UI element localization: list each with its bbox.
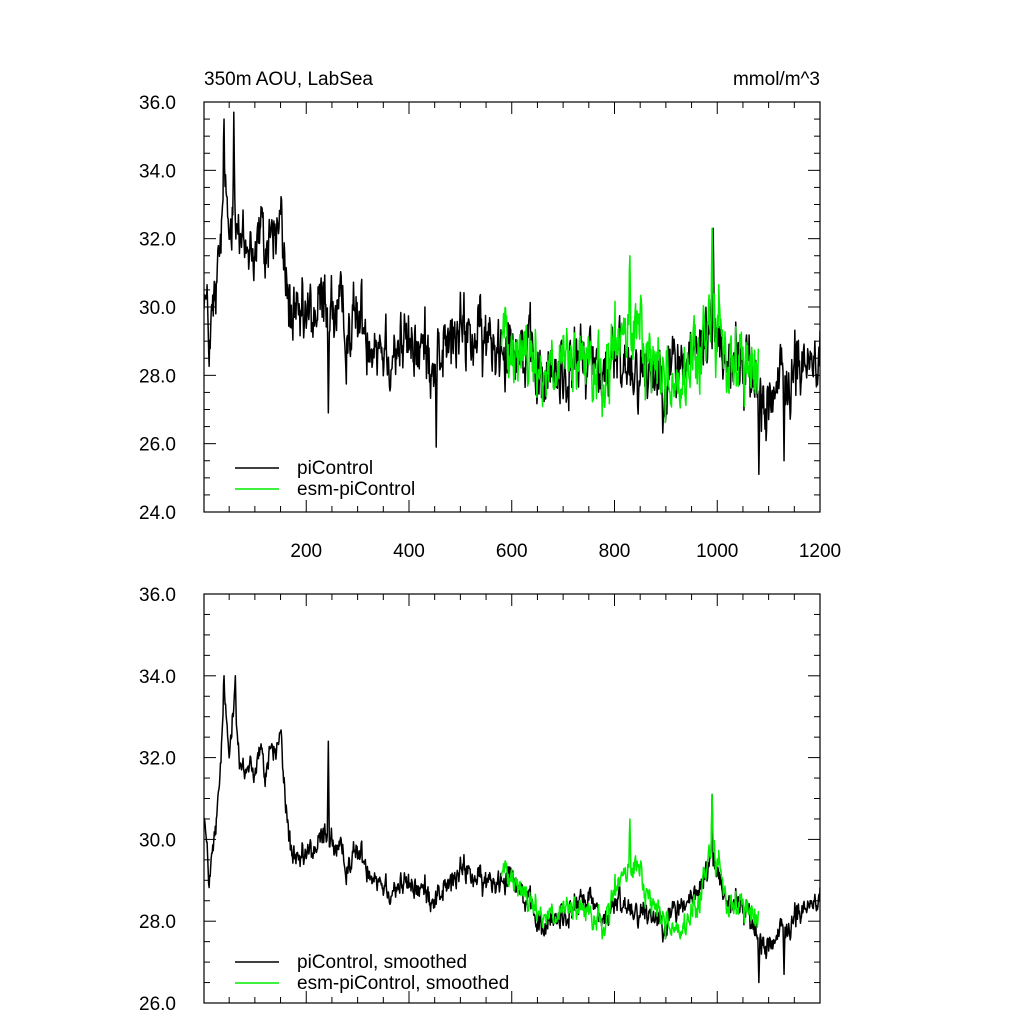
- y-tick-label: 26.0: [139, 435, 176, 456]
- y-tick-label: 36.0: [139, 585, 176, 606]
- legend-label: esm-piControl: [297, 479, 415, 500]
- y-tick-label: 34.0: [139, 667, 176, 688]
- legend-label: piControl: [297, 458, 373, 479]
- legend-label: piControl, smoothed: [297, 952, 467, 973]
- y-tick-label: 28.0: [139, 912, 176, 933]
- x-tick-label: 200: [290, 541, 322, 562]
- y-tick-label: 36.0: [139, 93, 176, 114]
- plot-frame: [203, 593, 821, 1004]
- series-line-esm-picontrol: [500, 227, 760, 424]
- y-tick-label: 32.0: [139, 230, 176, 251]
- x-tick-label: 600: [496, 541, 528, 562]
- series-lines: [204, 675, 820, 984]
- series-line-esm-picontrol-smoothed: [500, 793, 760, 940]
- panel-title-left: 350m AOU, LabSea: [204, 69, 373, 90]
- panel-title-right: mmol/m^3: [733, 69, 820, 90]
- y-tick-label: 30.0: [139, 830, 176, 851]
- y-tick-label: 32.0: [139, 749, 176, 770]
- series-line-picontrol: [204, 111, 820, 476]
- bottom-panel: 26.0 28.0 30.0 32.0 34.0 36.0 piControl, smoot…: [139, 585, 821, 1015]
- y-tick-label: 26.0: [139, 994, 176, 1015]
- series-line-picontrol-smoothed: [204, 675, 820, 984]
- x-tick-label: 1200: [799, 541, 841, 562]
- legend-label: esm-piControl, smoothed: [297, 973, 509, 994]
- series-lines: [204, 111, 820, 476]
- x-tick-label: 800: [599, 541, 631, 562]
- x-tick-label: 1000: [696, 541, 738, 562]
- x-tick-label: 400: [393, 541, 425, 562]
- y-tick-label: 24.0: [139, 503, 176, 524]
- y-tick-label: 28.0: [139, 366, 176, 387]
- top-panel: 200 400 600 800 1000 1200 24.0 26.0 28.0 30.0 32.0…: [139, 93, 841, 562]
- y-tick-label: 34.0: [139, 161, 176, 182]
- y-tick-label: 30.0: [139, 298, 176, 319]
